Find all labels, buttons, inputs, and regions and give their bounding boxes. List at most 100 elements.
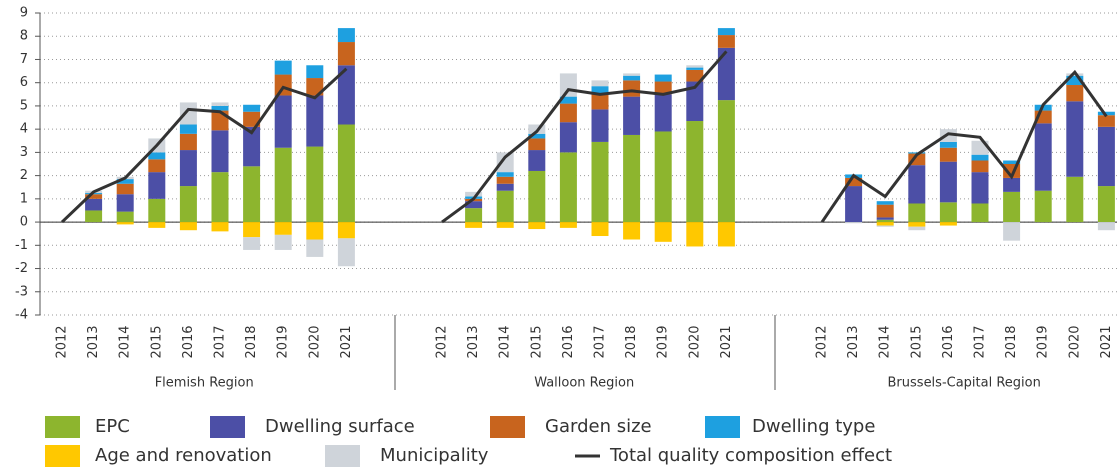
legend-swatch (45, 416, 80, 438)
bar-segment (337, 124, 355, 223)
bar-segment (496, 183, 514, 191)
bar-segment (654, 131, 672, 223)
legend-swatch (705, 416, 740, 438)
bar-segment (654, 94, 672, 132)
bar-segment (337, 65, 355, 125)
x-tick-label: 2016 (561, 325, 576, 358)
x-tick-label: 2021 (339, 325, 354, 358)
legend-label: EPC (95, 416, 130, 437)
legend-swatch (490, 416, 525, 438)
bar-segment (559, 73, 577, 97)
legend-label: Dwelling type (752, 416, 875, 437)
bar-segment (179, 124, 197, 134)
bar-segment (306, 222, 324, 240)
bar-segment (876, 204, 894, 218)
bar-segment (591, 80, 609, 87)
x-tick-label: 2015 (909, 325, 924, 358)
bar-segment (148, 159, 166, 173)
bar-segment (654, 74, 672, 82)
bar-segment (1003, 177, 1021, 192)
bar-segment (116, 194, 134, 212)
y-tick-label: 9 (20, 6, 28, 21)
bar-segment (243, 111, 261, 127)
bar-segment (591, 222, 609, 237)
bar-segment (686, 65, 704, 68)
bar-segment (1066, 176, 1084, 223)
bar-segment (1097, 126, 1115, 187)
bar-segment (623, 222, 641, 240)
bar-segment (116, 183, 134, 195)
bar-segment (274, 60, 292, 75)
bar-segment (559, 103, 577, 123)
bar-segment (623, 134, 641, 223)
bar-segment (559, 152, 577, 223)
bar-segment (845, 222, 863, 224)
x-tick-label: 2020 (307, 325, 322, 358)
bar-segment (1097, 222, 1115, 231)
bar-segment (876, 225, 894, 227)
bar-segment (211, 102, 229, 106)
bar-segment (496, 222, 514, 228)
bar-segment (717, 100, 735, 223)
bar-segment (845, 186, 863, 223)
bar-segment (908, 222, 926, 227)
bar-segment (686, 81, 704, 122)
y-tick-label: -1 (15, 238, 28, 253)
bar-segment (116, 211, 134, 223)
x-tick-label: 2016 (941, 325, 956, 358)
bar-segment (148, 222, 166, 228)
bar-segment (148, 172, 166, 199)
bar-segment (717, 222, 735, 247)
legend-label: Municipality (380, 445, 489, 466)
bar-segment (591, 86, 609, 94)
bar-segment (148, 152, 166, 160)
bar-segment (496, 152, 514, 173)
bar-segment (337, 42, 355, 66)
bar-segment (337, 238, 355, 267)
bar-segment (243, 126, 261, 167)
bar-segment (939, 202, 957, 223)
bar-segment (939, 147, 957, 162)
bar-segment (591, 109, 609, 142)
y-tick-label: 4 (20, 122, 28, 137)
x-tick-label: 2014 (878, 325, 893, 358)
y-tick-label: 6 (20, 75, 28, 90)
bar-segment (306, 239, 324, 257)
bar-segment (1034, 123, 1052, 191)
x-tick-label: 2013 (466, 325, 481, 358)
bar-segment (686, 121, 704, 223)
y-tick-label: -4 (15, 308, 28, 323)
bar-segment (908, 203, 926, 223)
y-tick-label: 3 (20, 145, 28, 160)
bar-segment (1003, 160, 1021, 164)
x-tick-label: 2017 (213, 325, 228, 358)
bar-segment (1066, 85, 1084, 102)
bar-segment (876, 219, 894, 223)
bar-segment (496, 176, 514, 184)
bar-segment (465, 208, 483, 223)
x-tick-label: 2012 (55, 325, 70, 358)
y-tick-label: -3 (15, 284, 28, 299)
y-tick-label: 1 (20, 191, 28, 206)
bar-segment (85, 210, 103, 223)
bar-segment (337, 222, 355, 239)
x-tick-label: 2014 (498, 325, 513, 358)
bar-segment (908, 153, 926, 166)
bar-segment (559, 222, 577, 228)
x-tick-label: 2018 (1004, 325, 1019, 358)
legend-label: Age and renovation (95, 445, 272, 466)
bar-segment (179, 150, 197, 187)
bar-segment (845, 177, 863, 187)
group-label: Brussels-Capital Region (888, 376, 1041, 391)
bar-segment (116, 222, 134, 225)
bar-segment (971, 203, 989, 223)
y-tick-label: -2 (15, 261, 28, 276)
x-tick-label: 2014 (118, 325, 133, 358)
total-line (60, 67, 348, 224)
legend-swatch (45, 445, 80, 467)
bar-segment (1097, 186, 1115, 223)
bar-segment (876, 217, 894, 220)
bar-segment (274, 147, 292, 223)
bar-segment (559, 122, 577, 153)
